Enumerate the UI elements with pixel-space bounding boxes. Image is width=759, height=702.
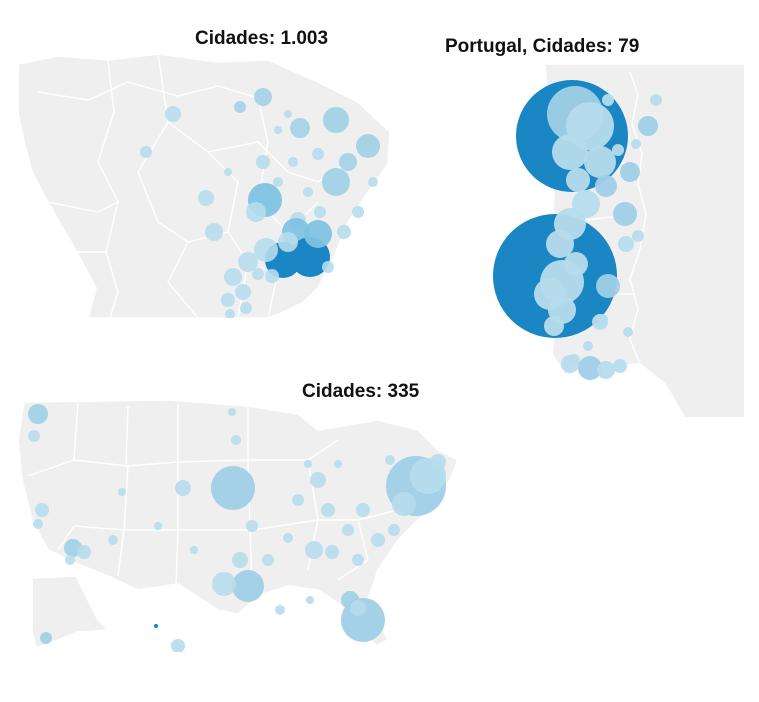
usa-map [18,400,474,652]
alaska-land [31,575,110,650]
brazil-map-title: Cidades: 1.003 [195,28,329,49]
portugal-map [490,64,745,418]
portugal-map-title: Portugal, Cidades: 79 [445,36,640,57]
usa-land [18,400,460,648]
portugal-city-bubbles [493,80,662,380]
brazil-map [18,52,408,318]
brazil-city-bubbles [140,88,380,318]
usa-city-bubbles [28,404,446,652]
portugal-spain-border [629,71,647,365]
usa-map-title: Cidades: 335 [302,381,420,402]
